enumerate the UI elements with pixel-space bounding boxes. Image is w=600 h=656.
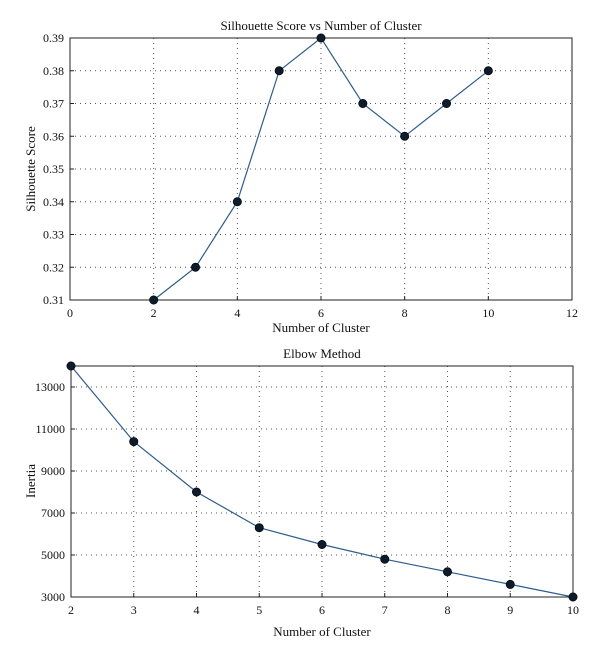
data-point: [317, 539, 327, 549]
y-tick-label: 3000: [41, 590, 65, 604]
y-tick-label: 0.37: [43, 97, 64, 111]
x-tick-label: 8: [402, 306, 408, 320]
x-tick-label: 12: [566, 306, 578, 320]
y-tick-label: 7000: [41, 506, 65, 520]
x-tick-label: 6: [319, 603, 325, 617]
y-tick-label: 13000: [35, 380, 65, 394]
x-tick-label: 2: [68, 603, 74, 617]
x-tick-label: 5: [256, 603, 262, 617]
y-tick-label: 0.33: [43, 228, 64, 242]
data-point: [149, 295, 159, 305]
x-tick-label: 6: [318, 306, 324, 320]
y-tick-label: 0.32: [43, 260, 64, 274]
x-tick-label: 4: [234, 306, 240, 320]
data-point: [483, 66, 493, 76]
x-tick-label: 4: [194, 603, 200, 617]
data-point: [442, 567, 452, 577]
y-tick-label: 0.34: [43, 195, 64, 209]
data-point: [568, 592, 578, 602]
data-point: [274, 66, 284, 76]
data-point: [66, 361, 76, 371]
y-tick-label: 5000: [41, 548, 65, 562]
y-tick-label: 0.31: [43, 293, 64, 307]
x-tick-label: 0: [67, 306, 73, 320]
data-point: [400, 131, 410, 141]
y-tick-label: 0.39: [43, 31, 64, 45]
y-tick-label: 0.38: [43, 64, 64, 78]
y-tick-label: 9000: [41, 464, 65, 478]
data-point: [316, 33, 326, 43]
data-point: [358, 99, 368, 109]
data-point: [505, 579, 515, 589]
x-tick-label: 10: [567, 603, 579, 617]
x-tick-label: 10: [482, 306, 494, 320]
y-tick-label: 11000: [35, 422, 65, 436]
x-tick-label: 8: [445, 603, 451, 617]
y-tick-label: 0.36: [43, 129, 64, 143]
x-axis-label: Number of Cluster: [273, 624, 371, 639]
data-point: [191, 262, 201, 272]
x-axis-label: Number of Cluster: [272, 320, 370, 335]
y-axis-label: Silhouette Score: [23, 126, 38, 212]
elbow-chart: Elbow Method 2 3 4 5 6 7 8 9 10 3000 5000 7000 9000 1…: [23, 346, 579, 639]
x-tick-label: 9: [507, 603, 513, 617]
data-point: [380, 554, 390, 564]
data-point: [232, 197, 242, 207]
y-tick-label: 0.35: [43, 162, 64, 176]
x-tick-label: 2: [151, 306, 157, 320]
data-point: [129, 437, 139, 447]
y-axis-label: Inertia: [23, 464, 38, 498]
data-point: [192, 487, 202, 497]
chart-title: Silhouette Score vs Number of Cluster: [220, 18, 422, 33]
x-tick-label: 7: [382, 603, 388, 617]
silhouette-chart: Silhouette Score vs Number of Cluster 0 2…: [23, 18, 578, 335]
chart-title: Elbow Method: [283, 346, 361, 361]
x-tick-label: 3: [131, 603, 137, 617]
data-point: [254, 523, 264, 533]
data-point: [441, 99, 451, 109]
